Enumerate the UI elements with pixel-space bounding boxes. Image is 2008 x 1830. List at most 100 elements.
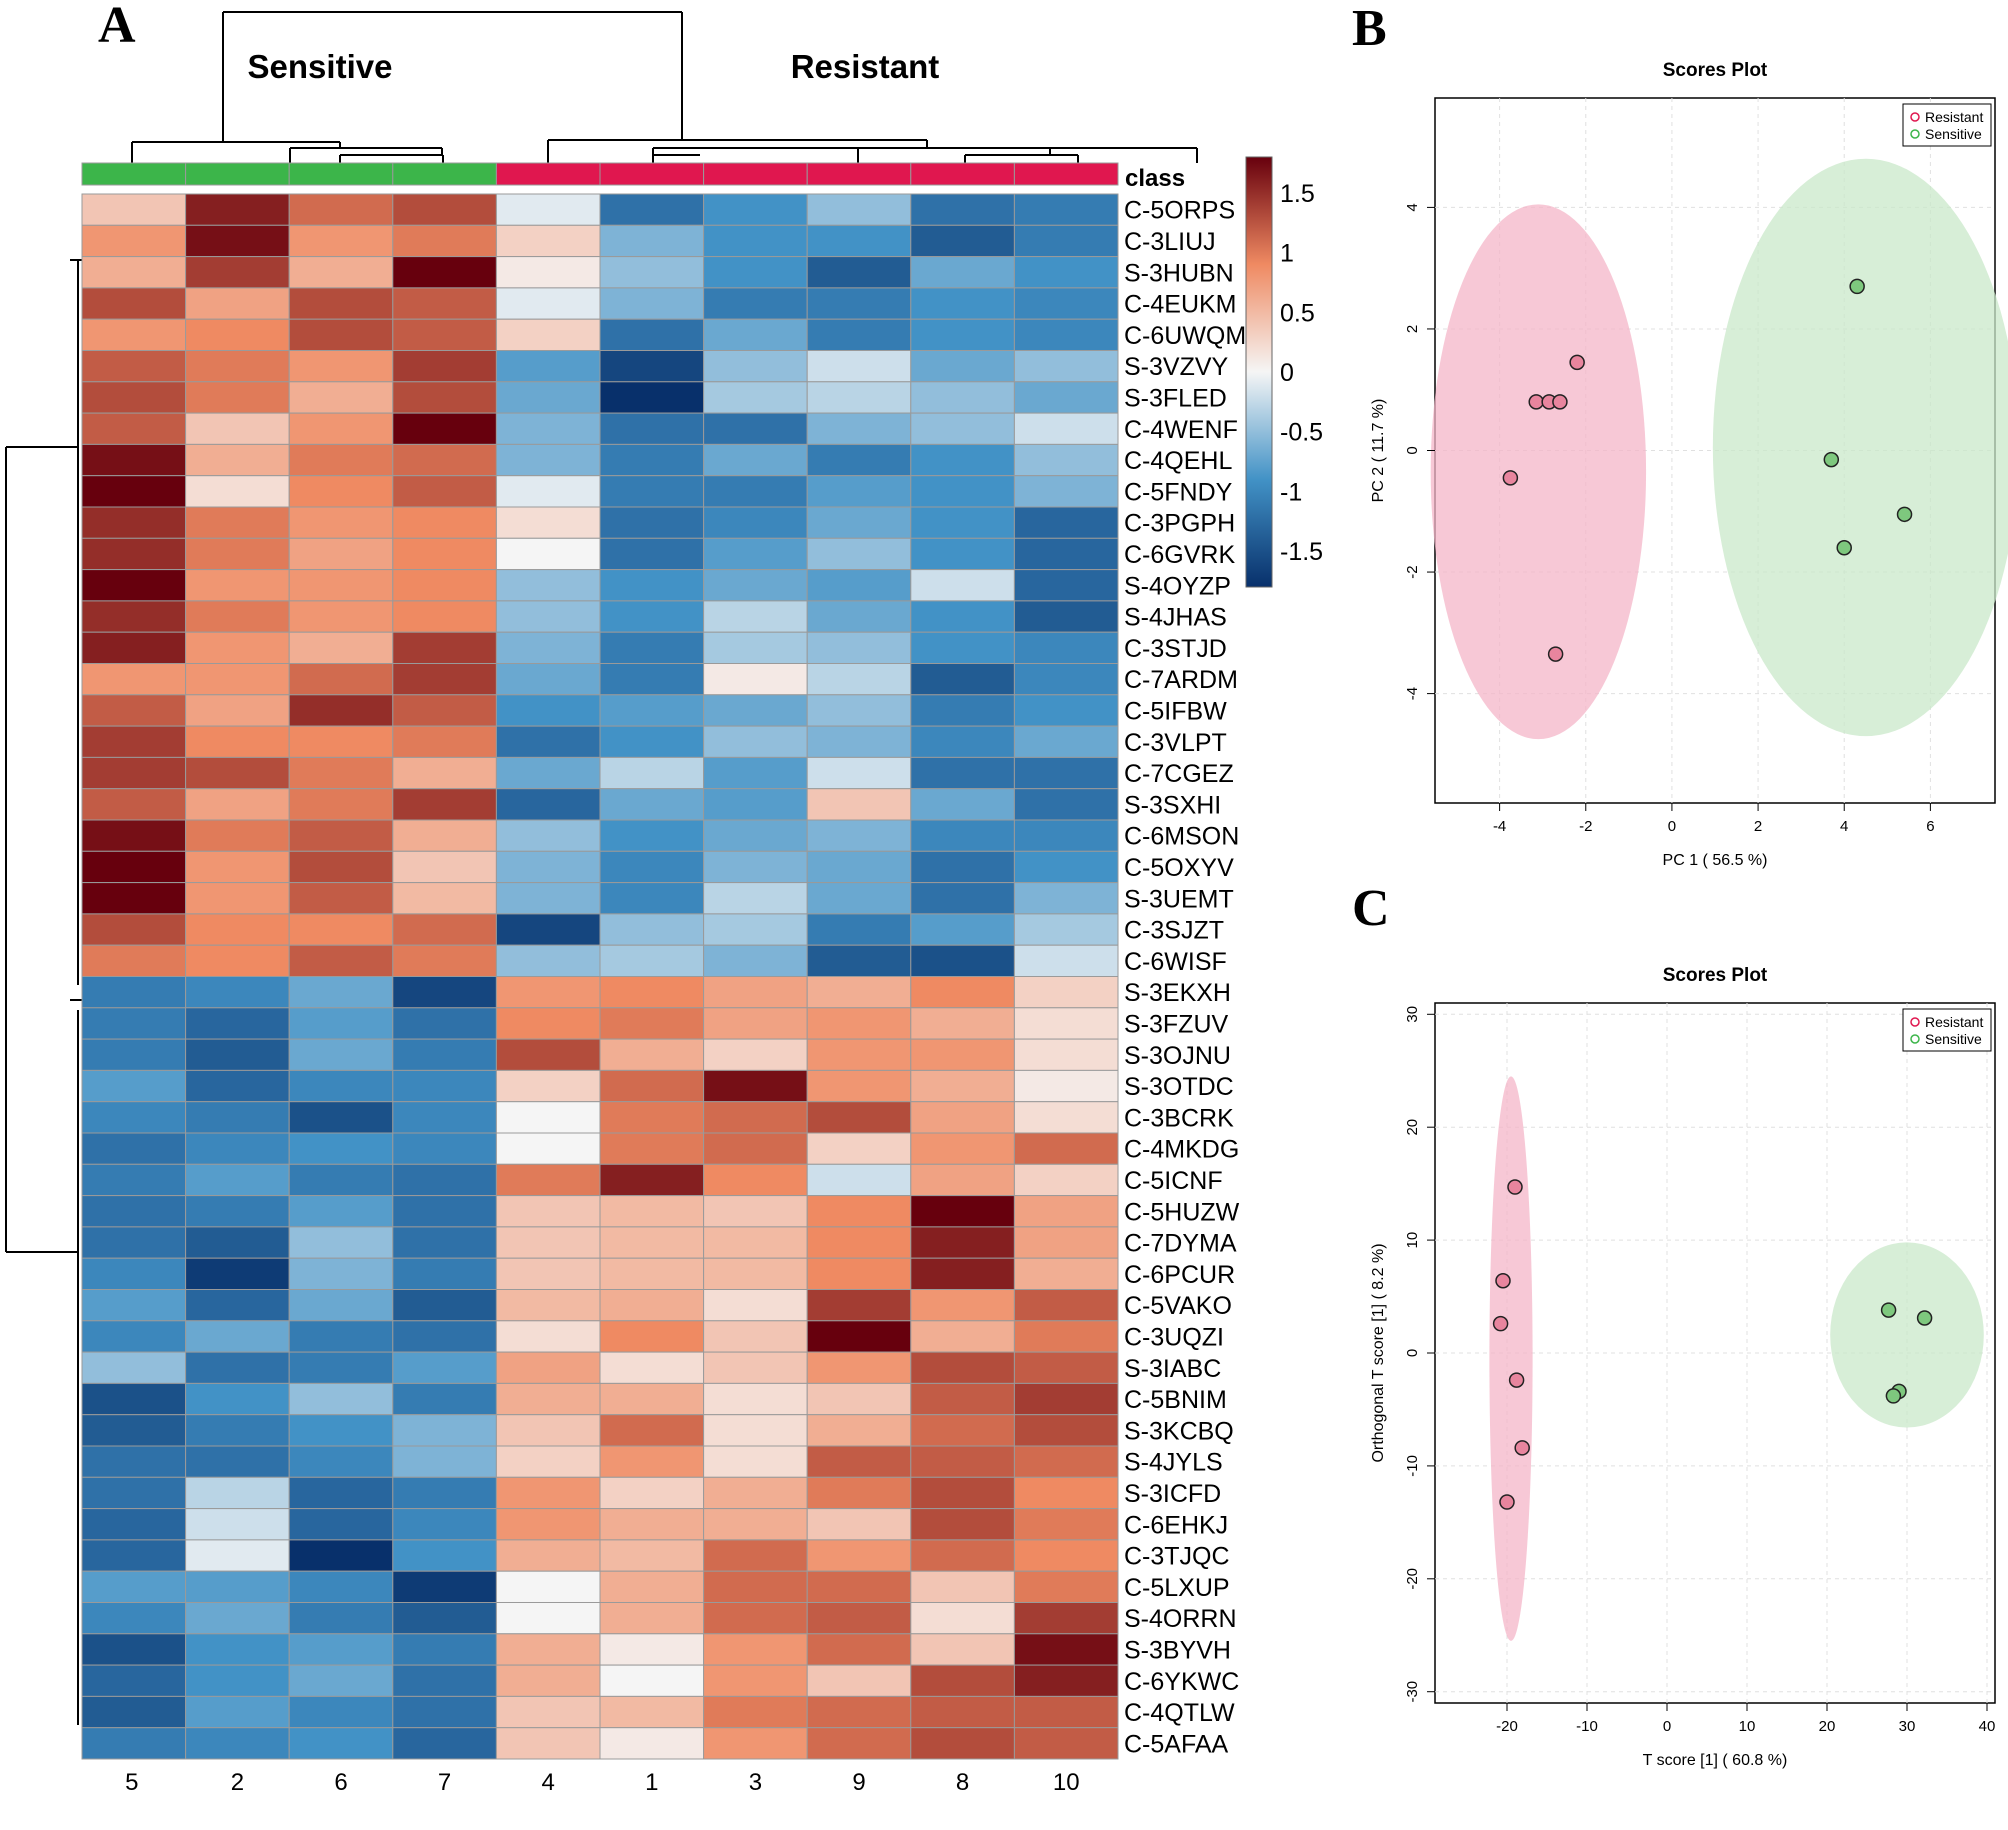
heatmap-cell — [392, 1664, 497, 1697]
heatmap-cell — [1013, 224, 1119, 258]
heatmap-cell — [910, 443, 1015, 477]
heatmap-cell — [495, 1570, 601, 1603]
heatmap-cell — [599, 882, 705, 915]
heatmap-cell — [703, 412, 808, 445]
heatmap-cell — [599, 694, 705, 727]
heatmap-cell — [599, 443, 705, 477]
heatmap-cell — [1013, 350, 1119, 383]
heatmap-cell — [599, 1508, 705, 1541]
y-tick-label: -4 — [1404, 687, 1421, 700]
heatmap-cell — [288, 1539, 394, 1572]
heatmap-cell — [185, 976, 290, 1009]
class-bar-cell — [81, 162, 187, 186]
heatmap-cell — [81, 1351, 187, 1384]
x-axis-label: PC 1 ( 56.5 %) — [1663, 852, 1768, 869]
heatmap-cell — [495, 1007, 601, 1040]
row-label: C-6EHKJ — [1124, 1511, 1228, 1539]
heatmap-cell — [910, 224, 1015, 258]
heatmap-cell — [703, 1257, 808, 1290]
heatmap-cell — [495, 1257, 601, 1290]
heatmap-cell — [185, 913, 290, 946]
heatmap-cell — [910, 1539, 1015, 1572]
x-tick-label: 6 — [1926, 818, 1934, 835]
heatmap-cell — [495, 694, 601, 727]
heatmap-cell — [392, 1539, 497, 1572]
heatmap-cell — [495, 913, 601, 946]
heatmap-cell — [392, 1163, 497, 1197]
heatmap-cell — [495, 506, 601, 539]
heatmap-cell — [599, 412, 705, 445]
heatmap-cell — [392, 663, 497, 696]
heatmap-cell — [288, 694, 394, 727]
heatmap-cell — [806, 1414, 912, 1447]
column-label: 8 — [956, 1769, 969, 1796]
heatmap-cell — [288, 1101, 394, 1134]
heatmap-cell — [703, 819, 808, 852]
heatmap-cell — [599, 1476, 705, 1510]
heatmap-cell — [185, 318, 290, 352]
legend-marker — [1910, 112, 1920, 122]
heatmap-cell — [185, 350, 290, 383]
heatmap-cell — [185, 1602, 290, 1635]
data-point — [1569, 354, 1585, 371]
heatmap-cell — [703, 1195, 808, 1228]
heatmap-cell — [806, 537, 912, 571]
heatmap-cell — [185, 1476, 290, 1510]
heatmap-cell — [1013, 1664, 1119, 1697]
heatmap-cell — [185, 1007, 290, 1040]
heatmap-cell — [1013, 725, 1119, 758]
data-point — [1495, 1272, 1511, 1289]
heatmap-cell — [1013, 1226, 1119, 1259]
row-label: C-4MKDG — [1124, 1136, 1239, 1164]
heatmap-cell — [81, 506, 187, 539]
heatmap-cell — [599, 1382, 705, 1416]
heatmap-cell — [806, 1101, 912, 1134]
heatmap-cell — [392, 475, 497, 508]
heatmap-cell — [288, 1351, 394, 1384]
heatmap-cell — [703, 882, 808, 915]
heatmap-cell — [703, 1570, 808, 1603]
heatmap-cell — [185, 1570, 290, 1603]
data-point — [1547, 646, 1564, 662]
row-label: S-3OTDC — [1124, 1073, 1234, 1101]
heatmap-cell — [288, 882, 394, 915]
heatmap-cell — [1013, 1038, 1119, 1071]
heatmap-cell — [703, 1414, 808, 1447]
heatmap-cell — [910, 1508, 1015, 1541]
heatmap-cell — [1013, 1727, 1119, 1760]
heatmap-cell — [185, 443, 290, 477]
heatmap-cell — [81, 318, 187, 352]
heatmap-cell — [288, 788, 394, 821]
data-point — [1508, 1372, 1525, 1388]
heatmap-cell — [1013, 1476, 1119, 1510]
heatmap-cell — [288, 756, 394, 790]
heatmap-cell — [81, 1069, 187, 1103]
heatmap-cell — [392, 443, 497, 477]
color-scale-tick-label: -1.5 — [1280, 538, 1323, 566]
heatmap-cell — [288, 350, 394, 383]
heatmap-cell — [599, 663, 705, 696]
heatmap-cell — [495, 318, 601, 352]
x-tick-label: 4 — [1840, 818, 1848, 835]
heatmap-cell — [806, 350, 912, 383]
heatmap-cell — [1013, 819, 1119, 852]
heatmap-cell — [806, 1351, 912, 1384]
heatmap-cell — [1013, 1539, 1119, 1572]
heatmap-cell — [185, 663, 290, 696]
heatmap-cell — [495, 193, 601, 226]
row-label: C-5LXUP — [1124, 1574, 1230, 1602]
heatmap-cell — [495, 788, 601, 821]
heatmap-cell — [806, 1539, 912, 1572]
heatmap-cell — [1013, 1508, 1119, 1541]
class-bar-cell — [910, 162, 1015, 186]
plot-title: Scores Plot — [1663, 60, 1768, 81]
heatmap-cell — [1013, 663, 1119, 696]
heatmap-cell — [703, 1476, 808, 1510]
heatmap-cell — [806, 569, 912, 602]
y-tick-label: -20 — [1404, 1568, 1421, 1590]
heatmap-cell — [806, 850, 912, 884]
heatmap-cell — [81, 1101, 187, 1134]
heatmap-cell — [910, 1727, 1015, 1760]
group-label-sensitive: Sensitive — [248, 48, 393, 85]
heatmap-cell — [81, 788, 187, 821]
